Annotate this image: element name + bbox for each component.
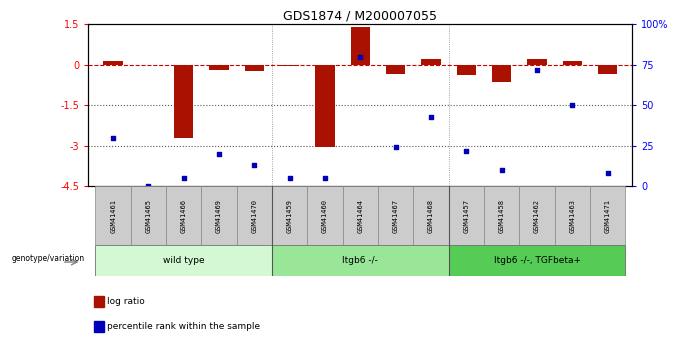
Bar [422,59,441,65]
Bar [351,27,370,65]
Text: percentile rank within the sample: percentile rank within the sample [107,322,260,331]
Bar [245,65,264,71]
Text: GSM41466: GSM41466 [181,199,187,233]
Text: GSM41462: GSM41462 [534,199,540,233]
Bar [237,186,272,245]
Point [355,54,366,59]
Bar [484,186,520,245]
Text: GSM41460: GSM41460 [322,199,328,233]
Text: GSM41458: GSM41458 [498,199,505,233]
Bar [527,59,547,65]
Bar [209,65,228,70]
Point [214,151,224,157]
Point [496,167,507,173]
Bar [131,186,166,245]
Bar [449,245,626,276]
Bar [598,65,617,74]
Text: log ratio: log ratio [107,297,146,306]
Text: GSM41457: GSM41457 [463,199,469,233]
Point [532,67,543,72]
Bar [201,186,237,245]
Bar [457,65,476,76]
Bar [94,321,103,332]
Text: GSM41469: GSM41469 [216,199,222,233]
Point [602,170,613,176]
Bar [166,186,201,245]
Bar [413,186,449,245]
Title: GDS1874 / M200007055: GDS1874 / M200007055 [284,10,437,23]
Bar [449,186,484,245]
Bar [343,186,378,245]
Text: GSM41464: GSM41464 [358,199,363,233]
Bar [316,65,335,147]
Text: Itgb6 -/-, TGFbeta+: Itgb6 -/-, TGFbeta+ [494,256,581,265]
Text: GSM41463: GSM41463 [569,199,575,233]
Bar [280,65,299,66]
Bar [590,186,626,245]
Text: GSM41461: GSM41461 [110,199,116,233]
Point [143,184,154,189]
Text: GSM41471: GSM41471 [605,199,611,233]
Bar [307,186,343,245]
Bar [272,245,449,276]
Bar [103,61,123,65]
Point [390,145,401,150]
Text: GSM41459: GSM41459 [287,199,293,233]
Text: wild type: wild type [163,256,205,265]
Text: GSM41467: GSM41467 [393,199,398,233]
Point [107,135,118,140]
Text: GSM41465: GSM41465 [146,199,152,233]
Bar [386,65,405,74]
Point [178,175,189,181]
Text: GSM41468: GSM41468 [428,199,434,233]
Point [426,114,437,119]
Point [249,162,260,168]
Point [567,102,578,108]
Point [284,175,295,181]
Bar [174,65,194,138]
Text: GSM41470: GSM41470 [252,199,258,233]
Text: Itgb6 -/-: Itgb6 -/- [343,256,378,265]
Bar [95,186,131,245]
Bar [94,296,103,307]
Bar [492,65,511,82]
Bar [562,61,582,65]
Point [461,148,472,154]
Bar [378,186,413,245]
Bar [95,245,272,276]
Bar [520,186,555,245]
Bar [272,186,307,245]
Bar [555,186,590,245]
Point [320,175,330,181]
Text: genotype/variation: genotype/variation [12,254,85,264]
